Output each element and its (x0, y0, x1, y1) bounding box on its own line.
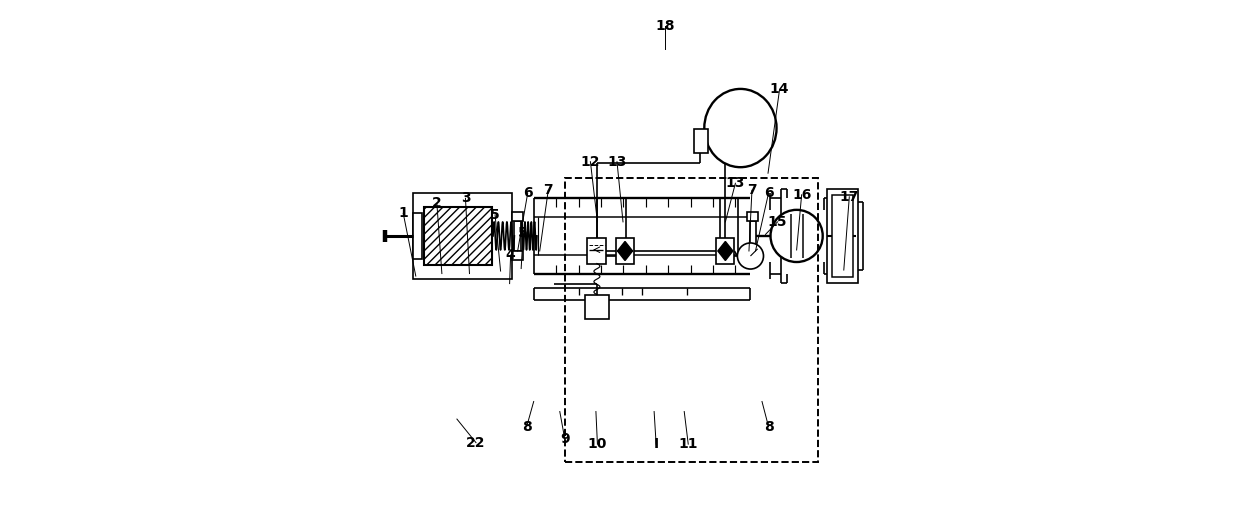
Bar (512, 212, 523, 221)
Circle shape (738, 243, 764, 269)
Text: 14: 14 (770, 82, 790, 96)
Bar (413, 193, 512, 279)
Text: 9: 9 (560, 432, 569, 446)
Bar (694, 129, 708, 153)
Text: 8: 8 (764, 420, 774, 434)
Bar (827, 189, 858, 283)
Polygon shape (718, 242, 733, 261)
Bar (748, 212, 759, 221)
Bar (832, 195, 853, 276)
Ellipse shape (704, 89, 776, 167)
Text: 6: 6 (764, 186, 774, 200)
Text: 17: 17 (839, 190, 859, 204)
Bar (616, 239, 634, 264)
Bar (424, 207, 492, 265)
Text: 22: 22 (466, 436, 486, 450)
Text: 15: 15 (768, 215, 787, 229)
Text: 8: 8 (522, 420, 532, 434)
Text: 3: 3 (460, 191, 470, 205)
Bar (750, 221, 756, 251)
Text: 12: 12 (580, 155, 600, 168)
Text: 5: 5 (518, 226, 528, 241)
Text: 11: 11 (678, 437, 698, 451)
Circle shape (770, 210, 822, 262)
Text: I: I (653, 437, 658, 451)
Bar (748, 251, 759, 260)
Text: 1: 1 (398, 206, 408, 220)
Text: 10: 10 (588, 437, 608, 451)
Bar (564, 178, 818, 462)
Text: 4: 4 (506, 248, 516, 262)
Text: 7: 7 (748, 183, 756, 197)
Bar (512, 251, 523, 260)
Bar (515, 221, 521, 251)
Text: 5: 5 (490, 208, 500, 222)
Bar (717, 239, 734, 264)
Text: 6: 6 (523, 186, 532, 200)
Polygon shape (618, 242, 632, 261)
Text: 2: 2 (432, 196, 441, 210)
Text: 13: 13 (608, 155, 626, 168)
Text: 16: 16 (792, 188, 811, 202)
Bar (413, 214, 423, 259)
Bar (588, 239, 606, 264)
Bar (585, 294, 609, 318)
Text: 13: 13 (725, 176, 745, 190)
Text: 7: 7 (543, 183, 553, 197)
Text: 18: 18 (656, 19, 675, 33)
